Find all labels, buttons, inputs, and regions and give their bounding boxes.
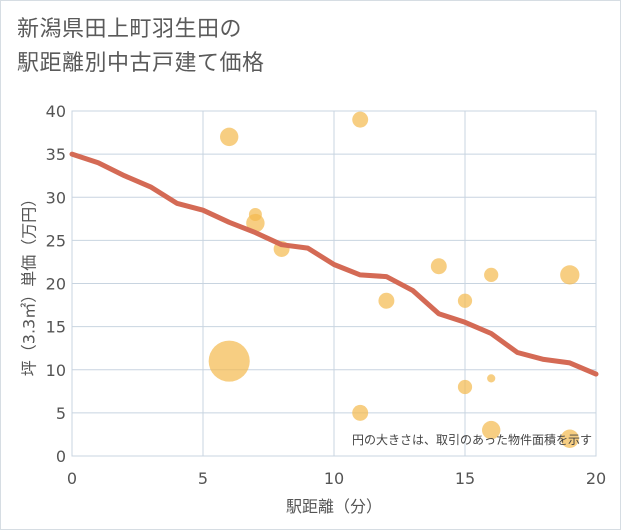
y-tick-label: 20 [46,275,66,294]
data-bubble[interactable] [220,127,239,147]
chart-title-line2: 駅距離別中古戸建て価格 [17,51,265,76]
data-bubble[interactable] [378,292,395,309]
grid-lines [71,110,597,457]
data-bubble[interactable] [352,404,369,421]
trend-line [69,151,599,377]
x-axis-label: 駅距離（分） [286,497,382,516]
trend-layer [69,151,599,377]
y-axis-label: 坪（3.3㎡）単価（万円） [20,191,39,376]
data-bubble[interactable] [487,374,496,383]
data-bubble[interactable] [484,267,499,282]
tick-labels: 0 5 10 15 20 0 5 10 15 20 25 30 35 40 [46,102,607,488]
data-bubble[interactable] [246,213,265,233]
y-tick-label: 5 [56,404,66,423]
data-bubble[interactable] [457,379,473,395]
y-tick-label: 0 [56,447,66,466]
chart-title: 新潟県田上町羽生田の 駅距離別中古戸建て価格 [17,13,265,81]
chart-title-line1: 新潟県田上町羽生田の [17,17,243,42]
y-tick-label: 30 [46,188,66,207]
data-bubble[interactable] [560,265,580,285]
data-bubble[interactable] [482,420,501,440]
x-tick-label: 10 [324,469,344,488]
data-bubble[interactable] [560,429,579,448]
x-tick-label: 15 [455,469,475,488]
x-tick-label: 0 [67,469,77,488]
y-tick-label: 40 [46,102,66,121]
y-tick-label: 10 [46,361,66,380]
bubble-layer [208,111,580,448]
data-bubble[interactable] [352,111,369,128]
data-bubble[interactable] [208,340,250,382]
x-tick-label: 20 [586,469,606,488]
data-bubble[interactable] [430,258,447,275]
y-tick-label: 35 [46,145,66,164]
size-note: 円の大きさは、取引のあった物件面積を示す [352,432,592,447]
y-tick-label: 15 [46,318,66,337]
data-bubble[interactable] [457,293,473,308]
x-tick-label: 5 [198,469,208,488]
y-tick-label: 25 [46,231,66,250]
